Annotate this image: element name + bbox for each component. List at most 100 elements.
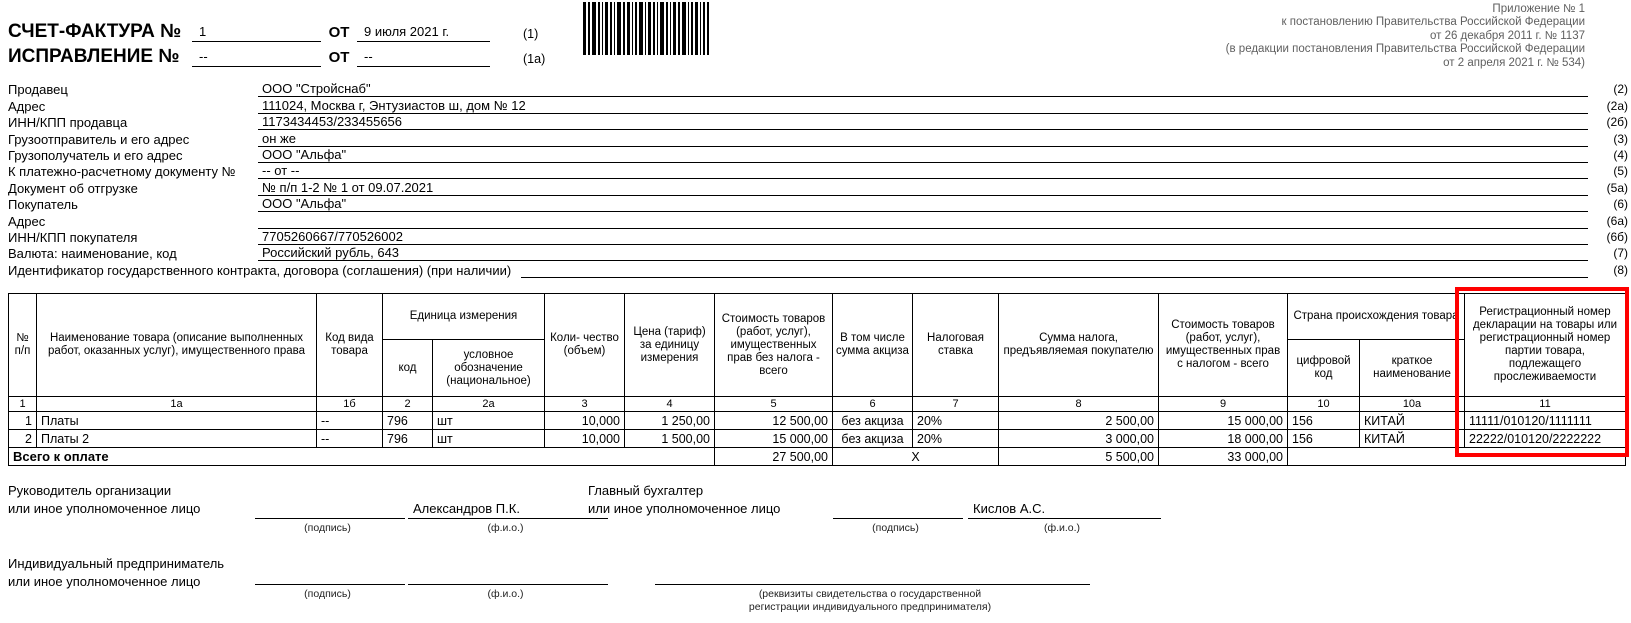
accountant-name-field: Кислов А.С. [968,501,1161,519]
item-cell-cost-with-tax: 15 000,00 [1158,411,1288,430]
total-amount-with-tax: 33 000,00 [1158,447,1288,466]
item-cell-unit-symbol: шт [432,411,545,430]
column-number-cell: 2 [382,396,433,412]
requisite-row-consignor: Грузоотправитель и его адрес он же (3) [8,130,1628,147]
column-number-cell: 11 [1464,396,1626,412]
item-cell-country-code: 156 [1287,429,1360,448]
column-number-cell: 2а [432,396,545,412]
item-cell-quantity: 10,000 [544,429,625,448]
requisite-label: ИНН/КПП покупателя [8,229,138,245]
requisite-value-field: ООО "Стройснаб" [258,81,1588,98]
entrepreneur-cert-caption-line1: (реквизиты свидетельства о государственн… [758,588,982,600]
correction-ot-label: ОТ [328,49,350,66]
requisite-code: (6) [1613,197,1628,212]
item-cell-tax-rate: 20% [912,429,999,448]
correction-code: (1а) [523,52,546,66]
requisite-row-buyer: Покупатель ООО "Альфа" (6) [8,196,1628,213]
item-cell-name: Платы [36,411,317,430]
requisite-value-field: он же [258,131,1588,147]
requisite-row-payment-doc: К платежно-расчетному документу № -- от … [8,163,1628,180]
accountant-title-line2: или иное уполномоченное лицо [588,501,781,516]
entrepreneur-name-caption: (ф.и.о.) [487,588,524,600]
column-number-cell: 10а [1359,396,1465,412]
requisite-code: (8) [1613,262,1628,277]
total-label: Всего к оплате [8,447,715,466]
requisite-value-field: ООО "Альфа" [258,196,1588,213]
requisite-value-field [521,276,1588,278]
item-cell-name: Платы 2 [36,429,317,448]
requisite-label: Адрес [8,213,46,229]
correction-title-label: ИСПРАВЛЕНИЕ № [8,46,180,67]
director-signature-line [255,501,405,519]
director-signature-caption: (подпись) [304,522,351,534]
item-cell-country-name: КИТАЙ [1359,429,1465,448]
header-cell-country-code: цифровой код [1287,339,1360,397]
item-cell-kind-code: -- [316,411,383,430]
barcode-image [583,2,709,55]
item-cell-quantity: 10,000 [544,411,625,430]
item-cell-tax-amount: 2 500,00 [998,411,1159,430]
item-cell-country-name: КИТАЙ [1359,411,1465,430]
column-number-cell: 1б [316,396,383,412]
item-cell-excise: без акциза [832,429,913,448]
item-cell-unit-code: 796 [382,429,433,448]
requisite-value-field: 111024, Москва г, Энтузиастов ш, дом № 1… [258,98,1588,114]
invoice-date-field: 9 июля 2021 г. [357,24,490,42]
legal-note: Приложение № 1 к постановлению Правитель… [1226,3,1585,70]
requisite-value-field: ООО "Альфа" [258,147,1588,163]
item-row: 2 Платы 2 -- 796 шт 10,000 1 500,00 15 0… [8,429,1626,448]
total-tax-amount: 5 500,00 [998,447,1159,466]
requisite-row-seller-address: Адрес 111024, Москва г, Энтузиастов ш, д… [8,97,1628,114]
entrepreneur-title-line1: Индивидуальный предприниматель [8,556,225,571]
requisite-code: (4) [1613,147,1628,162]
entrepreneur-cert-caption-line2: регистрации индивидуального предпринимат… [748,601,992,613]
requisite-code: (2б) [1606,115,1628,130]
header-cell-name: Наименование товара (описание выполненны… [36,293,317,397]
director-name-field: Александров П.К. [408,501,608,519]
column-number-cell: 9 [1158,396,1288,412]
legal-note-line: к постановлению Правительства Российской… [1281,16,1585,29]
entrepreneur-cert-line [655,567,1090,585]
header-cell-reg-number: Регистрационный номер декларации на това… [1464,293,1626,397]
header-cell-excise: В том числе сумма акциза [832,293,913,397]
total-empty-area [1287,447,1626,466]
requisite-code: (3) [1613,131,1628,146]
column-number-cell: 1 [8,396,37,412]
requisite-label: Документ об отгрузке [8,180,138,196]
accountant-signature-caption: (подпись) [872,522,919,534]
item-cell-tax-rate: 20% [912,411,999,430]
header-cell-tax-rate: Налоговая ставка [912,293,999,397]
item-cell-reg-number: 22222/010120/2222222 [1464,429,1626,448]
header-cell-quantity: Коли- чество (объем) [544,293,625,397]
header-cell-unit: Единица измерения [382,293,545,340]
correction-number-field: -- [192,49,321,67]
column-number-cell: 4 [624,396,715,412]
requisite-row-currency: Валюта: наименование, код Российский руб… [8,245,1628,262]
column-number-cell: 7 [912,396,999,412]
header-cell-no: № п/п [8,293,37,397]
accountant-signature-line [833,501,963,519]
total-row: Всего к оплате 27 500,00 X 5 500,00 33 0… [8,447,1626,466]
requisite-label: Грузоотправитель и его адрес [8,131,190,147]
director-name-caption: (ф.и.о.) [487,522,524,534]
item-cell-price: 1 250,00 [624,411,715,430]
requisite-code: (7) [1613,246,1628,261]
items-table: № п/п Наименование товара (описание выпо… [8,293,1626,466]
invoice-title-row: СЧЕТ-ФАКТУРА № 1 ОТ 9 июля 2021 г. (1) [8,17,545,42]
requisite-value-field [258,227,1588,229]
correction-title-row: ИСПРАВЛЕНИЕ № -- ОТ -- (1а) [8,42,545,67]
correction-date-field: -- [357,49,490,67]
legal-note-line: Приложение № 1 [1492,3,1585,15]
item-cell-no: 2 [8,429,37,448]
invoice-ot-label: ОТ [328,24,350,41]
entrepreneur-name-field [408,567,608,585]
invoice-number-field: 1 [192,24,321,42]
entrepreneur-signature-caption: (подпись) [304,588,351,600]
item-row: 1 Платы -- 796 шт 10,000 1 250,00 12 500… [8,411,1626,430]
requisite-code: (5) [1613,164,1628,179]
header-cell-unit-symbol: условное обозначение (национальное) [432,339,545,397]
column-number-cell: 6 [832,396,913,412]
header-cell-cost-no-tax: Стоимость товаров (работ, услуг), имущес… [714,293,833,397]
requisite-code: (2) [1613,82,1628,97]
